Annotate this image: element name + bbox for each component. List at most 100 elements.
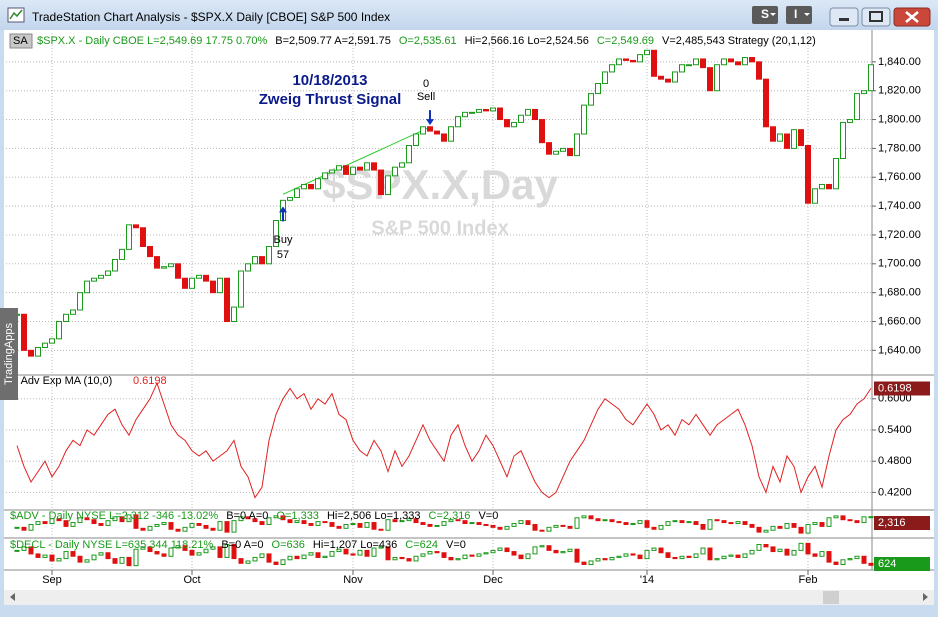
header-segment: $SPX.X - Daily CBOE L=2,549.69 17.75 0.7… [37,35,267,47]
header-segment: O=1,333 [276,510,319,522]
y-tick-label: 1,680.00 [878,287,921,299]
candle [266,553,272,563]
candle [805,523,811,534]
candle [203,548,209,554]
window-title: TradeStation Chart Analysis - $SPX.X Dai… [32,10,390,24]
candle [322,172,328,180]
minimize-button[interactable] [829,7,859,27]
candle [56,321,62,340]
candle [476,108,482,113]
candle [749,523,755,528]
candle [168,547,174,557]
candle [63,520,69,527]
candle [721,520,727,524]
indicator-title: Net Adv Exp MA (10,0) [1,375,112,387]
candle [315,521,321,526]
candle [623,522,629,525]
candle [441,133,447,142]
candle [259,553,265,558]
x-tick-label: Feb [799,574,818,586]
candle [252,556,258,562]
candle [665,521,671,526]
candle [595,558,601,562]
candle [301,554,307,560]
candle [420,553,426,557]
candle [672,71,678,83]
candle [714,519,720,522]
candle [49,338,55,344]
candle [777,525,783,529]
candle [798,129,804,147]
candle [182,526,188,532]
s-button[interactable]: S [752,6,778,24]
candle [427,126,433,132]
candle [707,519,713,530]
candle [476,522,482,525]
candle [686,64,692,67]
candle [805,542,811,555]
y-tick-label: 0.4200 [878,486,912,498]
candle [567,147,573,157]
candle [518,520,524,525]
scroll-thumb[interactable] [823,591,839,604]
candle [588,515,594,520]
candle [343,523,349,529]
candle [532,523,538,531]
candle [35,553,41,558]
candle [399,162,405,168]
candle [644,520,650,528]
candle [378,169,384,196]
y-tick-label: 0.6000 [878,393,912,405]
candle [861,555,867,564]
candle [497,107,503,121]
close-button[interactable] [893,7,931,27]
candle [560,524,566,527]
candle [511,523,517,527]
candle [854,93,860,121]
candle [189,523,195,528]
candle [574,133,580,157]
header-segment: B=2,509.77 A=2,591.75 [275,35,391,47]
candle [245,263,251,272]
candle [553,549,559,554]
candle [651,526,657,530]
candle [525,108,531,116]
candle [28,349,34,357]
candle [252,518,258,523]
candle [854,555,860,560]
candle [483,108,489,112]
candle [140,227,146,247]
candle [287,196,293,201]
candle [798,542,804,551]
last-value-label: 2,316 [878,517,906,529]
i-button[interactable]: I [786,6,812,24]
candle [791,549,797,556]
candle [609,64,615,73]
candle [175,263,181,279]
side-tab-label: TradingApps [3,323,15,385]
candle [630,59,636,63]
scrollbar[interactable] [4,590,934,605]
candle [343,165,349,175]
maximize-button[interactable] [861,7,891,27]
candle [833,515,839,519]
candle [28,523,34,531]
candle [287,555,293,561]
candle [420,522,426,525]
candle [490,107,496,112]
candle [84,517,90,521]
header-segment: $ADV - Daily NYSE L=2,312 -346 -13.02% [10,510,218,522]
candle [161,553,167,557]
candle [763,544,769,548]
candle [525,553,531,560]
candle [511,551,517,556]
candle [546,545,552,551]
candle [546,526,552,532]
candle [294,520,300,524]
header-segment: B=0 A=0 [226,510,268,522]
candle [273,561,279,565]
candle [21,313,27,351]
symbol-box-label: SA [13,35,28,47]
candle [189,277,195,289]
candle [826,551,832,563]
